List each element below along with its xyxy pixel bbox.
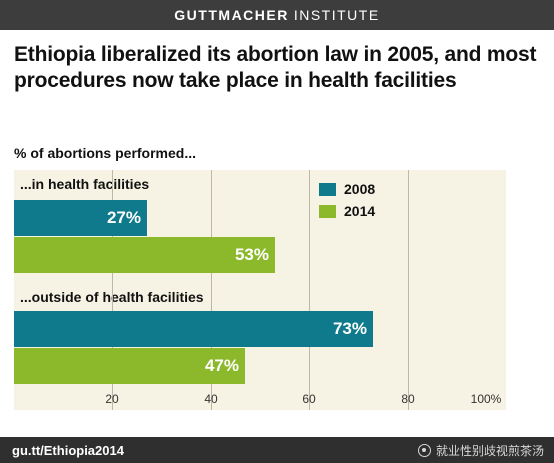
x-tick-label-20: 20	[105, 392, 119, 406]
watermark: 就业性别歧视煎茶汤	[417, 442, 544, 459]
chart-subtitle: % of abortions performed...	[14, 145, 197, 161]
grid-line-60	[309, 170, 310, 410]
brand-institute: INSTITUTE	[293, 7, 380, 23]
bar-2014-outside-facilities: 47%	[14, 348, 245, 384]
bar-2014-in-facilities: 53%	[14, 237, 275, 273]
legend: 2008 2014	[319, 178, 375, 222]
grid-line-40	[211, 170, 212, 410]
chart-title: Ethiopia liberalized its abortion law in…	[14, 43, 537, 92]
category-label-outside-facilities: ...outside of health facilities	[20, 289, 204, 305]
legend-swatch-2008	[319, 182, 336, 196]
weibo-icon	[417, 444, 431, 457]
legend-label-2014: 2014	[344, 203, 376, 219]
x-tick-label-60: 60	[302, 392, 316, 406]
x-tick-label-80: 80	[401, 392, 415, 406]
footer-bar: gu.tt/Ethiopia2014 就业性别歧视煎茶汤	[0, 437, 554, 463]
publisher-header: GUTTMACHER INSTITUTE	[0, 0, 554, 30]
bar-2008-outside-facilities: 73%	[14, 311, 373, 347]
plot-area: ...in health facilities ...outside of he…	[14, 170, 506, 410]
grid-line-20	[112, 170, 113, 410]
legend-item-2008: 2008	[319, 178, 375, 200]
legend-swatch-2014	[319, 204, 336, 218]
grid-line-80	[408, 170, 409, 410]
category-label-in-facilities: ...in health facilities	[20, 176, 150, 192]
watermark-text: 就业性别歧视煎茶汤	[435, 444, 544, 458]
bar-2008-in-facilities: 27%	[14, 200, 147, 236]
footer-link[interactable]: gu.tt/Ethiopia2014	[12, 443, 124, 458]
legend-item-2014: 2014	[319, 200, 375, 222]
legend-label-2008: 2008	[344, 181, 376, 197]
x-tick-label-100: 100%	[470, 392, 502, 406]
brand-name: GUTTMACHER	[174, 7, 289, 23]
x-tick-label-40: 40	[204, 392, 218, 406]
